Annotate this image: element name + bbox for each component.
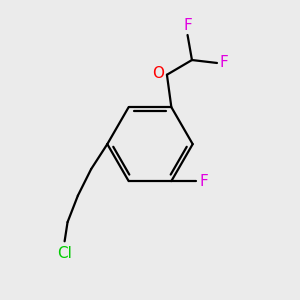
Text: F: F: [183, 18, 192, 33]
Text: O: O: [153, 66, 165, 81]
Text: F: F: [199, 174, 208, 189]
Text: F: F: [220, 56, 229, 70]
Text: Cl: Cl: [57, 246, 72, 261]
